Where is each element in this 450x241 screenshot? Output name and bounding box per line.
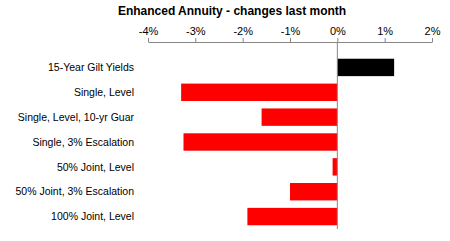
bar: [337, 59, 394, 76]
tick: 0%: [330, 25, 346, 42]
bar: [181, 84, 337, 101]
bars: [181, 59, 394, 226]
tick-mark: [243, 38, 244, 42]
tick-label: -4%: [139, 25, 159, 37]
bar: [333, 158, 338, 175]
category-label: Single, Level, 10-yr Guar: [18, 111, 135, 123]
tick-mark: [148, 38, 149, 42]
tick-label: 1%: [377, 25, 393, 37]
bar: [247, 208, 337, 225]
category-label: 50% Joint, Level: [57, 161, 134, 173]
tick-label: 0%: [330, 25, 346, 37]
axis-line: [149, 42, 433, 43]
tick-label: 2%: [425, 25, 441, 37]
tick: -1%: [281, 25, 301, 42]
category-labels: 15-Year Gilt Yields Single, Level Single, …: [16, 61, 135, 222]
tick-mark: [385, 38, 386, 42]
category-label: Single, Level: [74, 86, 134, 98]
category-label: Single, 3% Escalation: [32, 136, 134, 148]
category-label: 50% Joint, 3% Escalation: [16, 185, 135, 197]
chart: Enhanced Annuity - changes last month -4%…: [0, 0, 450, 241]
tick-mark: [432, 38, 433, 42]
tick: -2%: [233, 25, 253, 42]
tick-mark: [337, 38, 338, 42]
tick-label: -2%: [233, 25, 253, 37]
tick: -4%: [139, 25, 159, 42]
category-axis-line: [337, 42, 338, 229]
tick-label: -1%: [281, 25, 301, 37]
category-label: 100% Joint, Level: [51, 210, 134, 222]
tick: -3%: [186, 25, 206, 42]
bar: [184, 133, 338, 150]
tick-mark: [195, 38, 196, 42]
tick: 1%: [377, 25, 393, 42]
title: Enhanced Annuity - changes last month: [118, 4, 346, 18]
tick-label: -3%: [186, 25, 206, 37]
category-label: 15-Year Gilt Yields: [48, 61, 134, 73]
bar: [262, 108, 338, 125]
x-axis: -4% -3% -2% -1% 0% 1% 2%: [139, 25, 441, 43]
tick: 2%: [425, 25, 441, 42]
tick-mark: [290, 38, 291, 42]
bar: [290, 183, 337, 200]
